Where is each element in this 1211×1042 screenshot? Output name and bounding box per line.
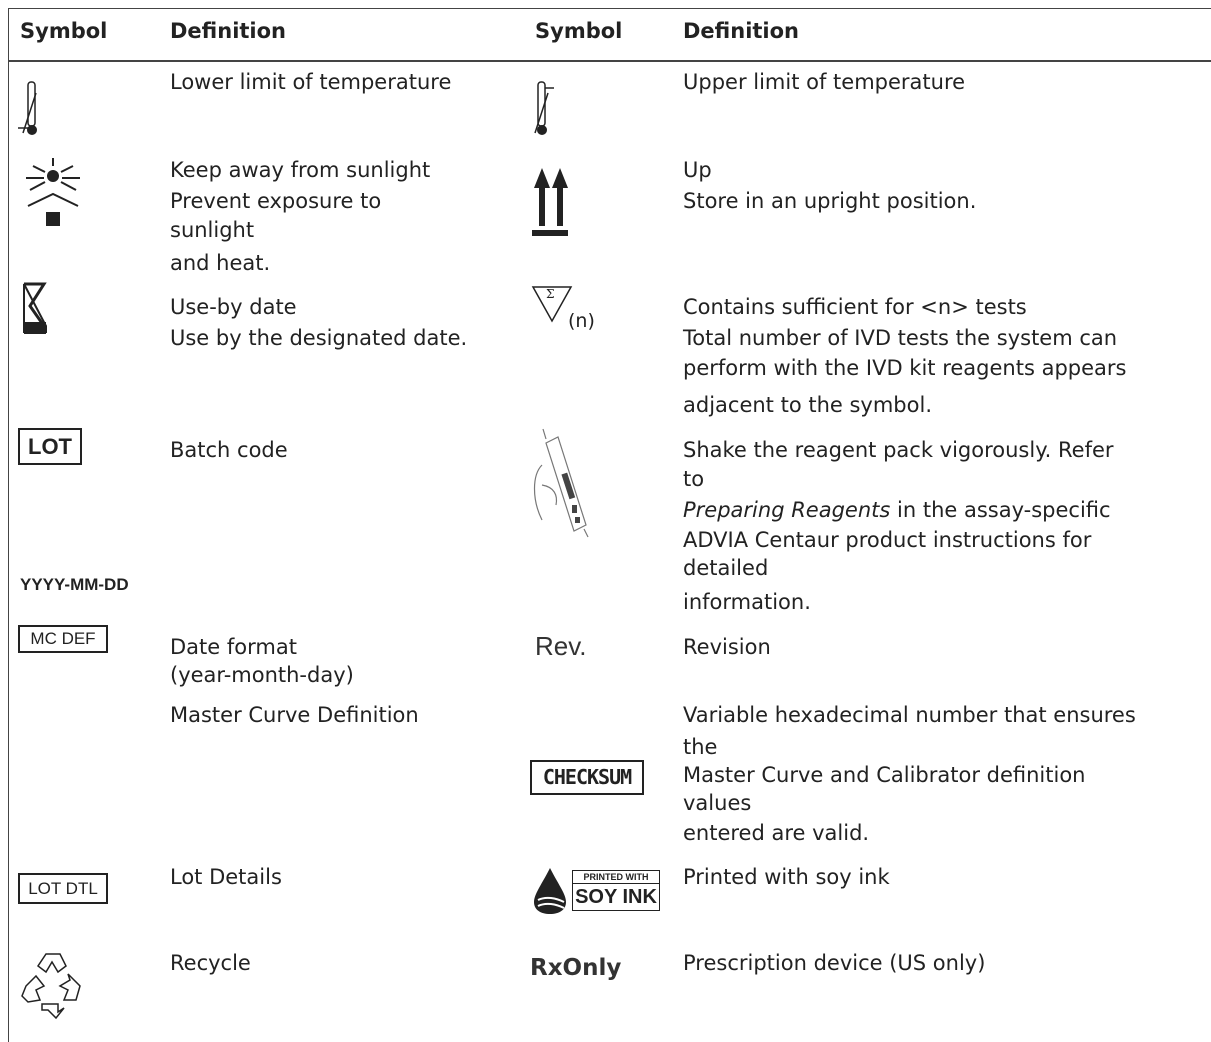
definition: Total number of IVD tests the system can xyxy=(683,326,1118,350)
sunlight-icon xyxy=(26,158,80,226)
header-rule xyxy=(8,60,1211,62)
symbol-text: YYYY-MM-DD xyxy=(20,575,129,594)
definition: Contains sufficient for <n> tests xyxy=(683,295,1027,319)
header-cell: Symbol xyxy=(20,19,108,43)
definition: Recycle xyxy=(170,951,251,975)
up-arrows-icon xyxy=(532,168,568,236)
definition: Master Curve and Calibrator definition xyxy=(683,763,1086,787)
shake-icon xyxy=(533,428,589,538)
definition: Prevent exposure to xyxy=(170,189,382,213)
symbol-box: CHECKSUM xyxy=(530,760,644,795)
definition: perform with the IVD kit reagents appear… xyxy=(683,356,1127,380)
recycle-icon xyxy=(21,953,81,1020)
definition: Variable hexadecimal number that ensures xyxy=(683,703,1136,727)
symbol-text: (n) xyxy=(568,310,595,332)
thermometer-icon xyxy=(18,81,37,135)
definition: and heat. xyxy=(170,251,271,275)
definition: Lot Details xyxy=(170,865,282,889)
symbol-text: Rev. xyxy=(535,631,587,661)
top-border xyxy=(8,8,1211,9)
left-border xyxy=(8,8,9,1042)
definition: adjacent to the symbol. xyxy=(683,393,932,417)
definition: entered are valid. xyxy=(683,821,870,845)
definition: to xyxy=(683,467,705,491)
soy-drop-icon xyxy=(534,868,566,914)
symbol-text: RxOnly xyxy=(530,955,622,981)
definition: Up xyxy=(683,158,712,182)
definition: Prescription device (US only) xyxy=(683,951,986,975)
definition: information. xyxy=(683,590,811,614)
definition: Master Curve Definition xyxy=(170,703,419,727)
definition: detailed xyxy=(683,556,769,580)
soy-text: SOY INK xyxy=(572,884,660,911)
definition-italic: Preparing Reagents xyxy=(683,498,891,522)
definition: Shake the reagent pack vigorously. Refer xyxy=(683,438,1114,462)
tests-triangle-icon xyxy=(531,286,573,323)
definition: Date format xyxy=(170,635,297,659)
definition: the xyxy=(683,735,718,759)
symbol-box: MC DEF xyxy=(18,625,108,653)
definition: (year-month-day) xyxy=(170,663,354,687)
thermometer-icon xyxy=(534,81,554,135)
definition-text: in the assay-specific xyxy=(897,498,1111,522)
definition: Revision xyxy=(683,635,771,659)
hourglass-icon xyxy=(23,282,47,334)
definition: Store in an upright position. xyxy=(683,189,977,213)
definition: Preparing Reagents in the assay-specific xyxy=(683,495,1111,525)
definition: sunlight xyxy=(170,218,255,242)
soy-label: PRINTED WITH SOY INK xyxy=(572,870,660,911)
symbol-box: LOT DTL xyxy=(18,873,108,904)
definition: Keep away from sunlight xyxy=(170,158,431,182)
symbol-text: Σ xyxy=(546,287,555,301)
definition: Lower limit of temperature xyxy=(170,70,452,94)
definition: ADVIA Centaur product instructions for xyxy=(683,528,1092,552)
header-cell: Definition xyxy=(170,19,287,43)
definition: Printed with soy ink xyxy=(683,865,890,889)
definition: Upper limit of temperature xyxy=(683,70,966,94)
symbol-box: LOT xyxy=(18,428,82,465)
soy-text: PRINTED WITH xyxy=(572,870,660,884)
header-cell: Symbol xyxy=(535,19,623,43)
definition: values xyxy=(683,791,752,815)
definition: Use-by date xyxy=(170,295,297,319)
definition: Batch code xyxy=(170,438,288,462)
header-cell: Definition xyxy=(683,19,800,43)
definition: Use by the designated date. xyxy=(170,326,468,350)
